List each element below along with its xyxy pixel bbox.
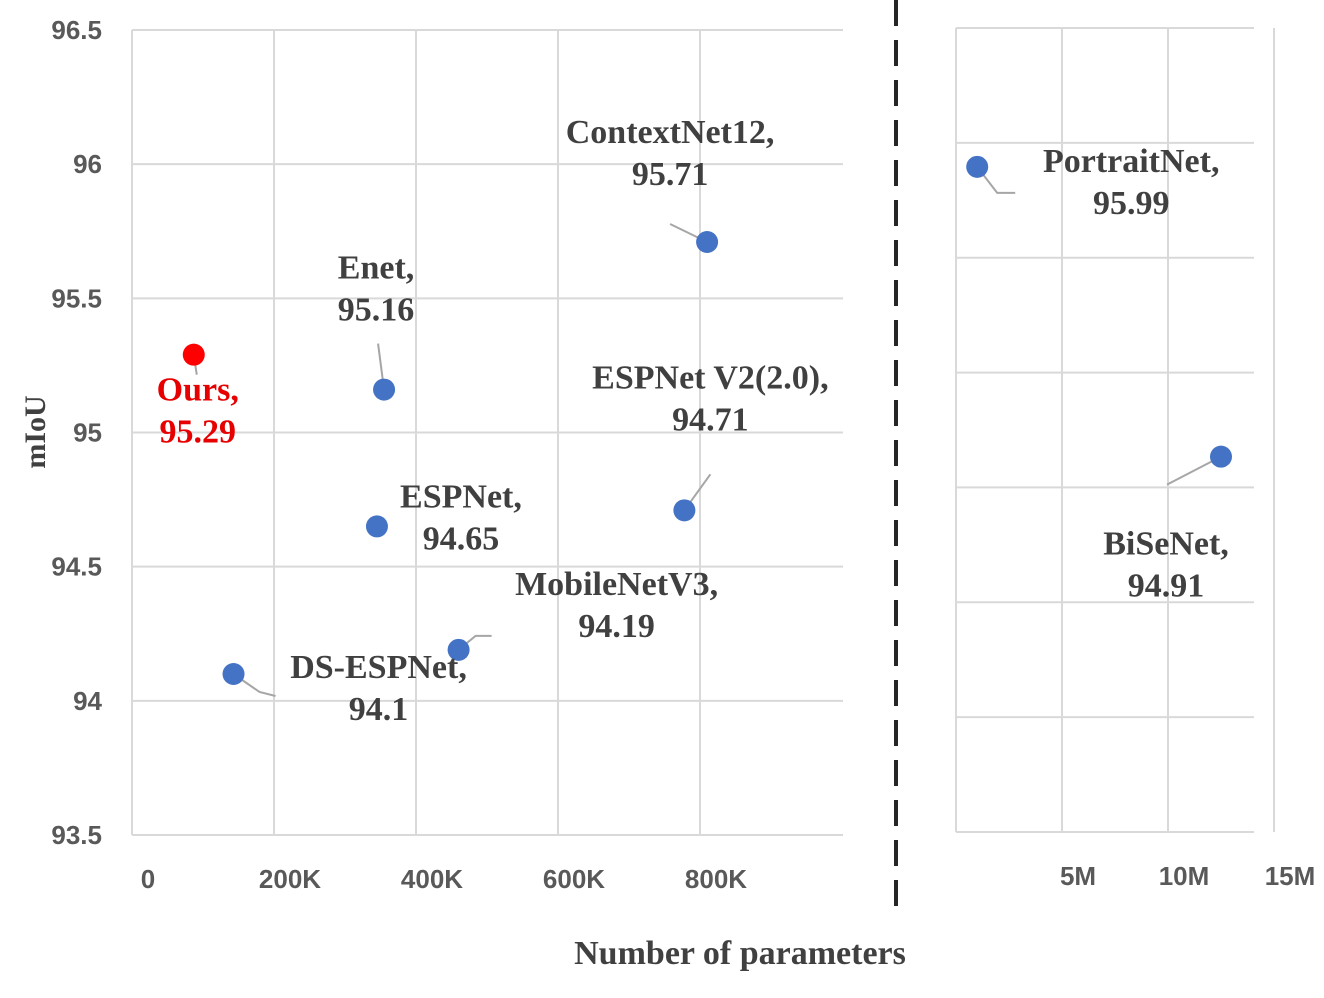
left-panel-gridlines bbox=[131, 29, 843, 836]
x-tick-label: 400K bbox=[401, 864, 463, 894]
data-point bbox=[373, 378, 396, 401]
data-point bbox=[673, 499, 696, 522]
left-x-tick-labels: 0 200K 400K 600K 800K bbox=[141, 864, 748, 894]
data-label-name: Ours, bbox=[157, 372, 239, 409]
right-panel-gridlines bbox=[955, 27, 1275, 833]
data-label-name: PortraitNet, bbox=[1043, 143, 1220, 180]
y-tick-label: 95 bbox=[73, 418, 102, 448]
data-point bbox=[222, 663, 245, 685]
y-tick-label: 96.5 bbox=[51, 15, 102, 45]
data-labels: Ours, 95.29 DS-ESPNet, 94.1 ESPNet, 94.65 Enet… bbox=[157, 114, 1229, 728]
data-label-value: 94.1 bbox=[349, 691, 409, 728]
data-label: BiSeNet, 94.91 bbox=[1103, 526, 1229, 605]
data-label: Ours, 95.29 bbox=[157, 372, 239, 451]
data-label: DS-ESPNet, 94.1 bbox=[290, 649, 467, 728]
x-tick-label: 600K bbox=[543, 864, 605, 894]
y-tick-label: 96 bbox=[73, 149, 102, 179]
x-tick-label: 10M bbox=[1159, 861, 1210, 891]
data-label-name: ESPNet, bbox=[400, 478, 522, 515]
data-label-name: ContextNet12, bbox=[566, 114, 775, 151]
data-point bbox=[696, 230, 719, 253]
x-tick-label: 15M bbox=[1265, 861, 1316, 891]
y-tick-label: 94 bbox=[73, 686, 102, 716]
y-axis-title: mIoU bbox=[19, 395, 52, 468]
data-label-name: ESPNet V2(2.0), bbox=[592, 359, 828, 396]
data-label-name: DS-ESPNet, bbox=[290, 649, 467, 686]
data-point bbox=[447, 638, 470, 661]
data-label-value: 95.71 bbox=[632, 156, 709, 193]
data-label-value: 95.16 bbox=[338, 292, 415, 329]
data-label-value: 95.29 bbox=[160, 414, 237, 451]
data-label-name: MobileNetV3, bbox=[515, 566, 718, 603]
data-label-name: Enet, bbox=[338, 250, 415, 287]
data-label: ESPNet, 94.65 bbox=[400, 478, 522, 557]
x-tick-label: 200K bbox=[259, 864, 321, 894]
data-point bbox=[1210, 445, 1232, 468]
y-tick-label: 95.5 bbox=[51, 283, 102, 313]
data-label-value: 94.19 bbox=[578, 608, 655, 645]
y-tick-labels: 93.5 94 94.5 95 95.5 96 96.5 bbox=[51, 15, 102, 850]
data-label: ESPNet V2(2.0), 94.71 bbox=[592, 359, 828, 438]
data-label: PortraitNet, 95.99 bbox=[1043, 143, 1220, 222]
data-point bbox=[365, 515, 388, 538]
data-label: Enet, 95.16 bbox=[338, 250, 415, 329]
x-tick-label: 5M bbox=[1060, 861, 1096, 891]
data-label: MobileNetV3, 94.19 bbox=[515, 566, 718, 645]
data-label-value: 95.99 bbox=[1093, 185, 1170, 222]
data-label: ContextNet12, 95.71 bbox=[566, 114, 775, 193]
data-point bbox=[966, 155, 989, 178]
right-x-tick-labels: 5M 10M 15M bbox=[1060, 861, 1315, 891]
x-tick-label: 0 bbox=[141, 864, 155, 894]
data-points bbox=[182, 155, 1232, 685]
data-label-name: BiSeNet, bbox=[1103, 526, 1229, 563]
y-tick-label: 94.5 bbox=[51, 552, 102, 582]
x-axis-title: Number of parameters bbox=[574, 935, 906, 972]
y-tick-label: 93.5 bbox=[51, 820, 102, 850]
x-tick-label: 800K bbox=[685, 864, 747, 894]
data-label-value: 94.91 bbox=[1128, 568, 1205, 605]
data-label-value: 94.71 bbox=[672, 401, 749, 438]
data-point bbox=[182, 343, 205, 366]
data-label-value: 94.65 bbox=[423, 520, 500, 557]
